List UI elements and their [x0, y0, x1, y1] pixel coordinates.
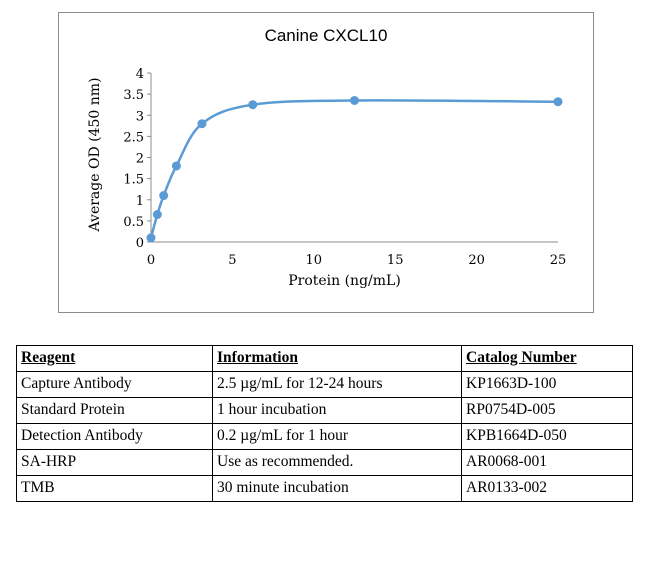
header-information: Information: [212, 345, 462, 372]
y-tick-label: 2.5: [123, 130, 144, 145]
cell-information: Use as recommended.: [212, 449, 462, 476]
table-row: Capture Antibody 2.5 µg/mL for 12-24 hou…: [16, 371, 633, 398]
cell-reagent: Detection Antibody: [16, 423, 213, 450]
cell-catalog-number: AR0068-001: [461, 449, 633, 476]
cell-reagent: TMB: [16, 475, 213, 502]
cell-catalog-number: KP1663D-100: [461, 371, 633, 398]
table-row: Detection Antibody 0.2 µg/mL for 1 hour …: [16, 423, 633, 450]
x-tick-label: 5: [228, 253, 236, 268]
cell-reagent: Capture Antibody: [16, 371, 213, 398]
x-tick-label: 10: [306, 253, 323, 268]
table-row: SA-HRP Use as recommended. AR0068-001: [16, 449, 633, 476]
y-tick-label: 1.5: [123, 173, 144, 188]
y-tick-label: 0: [136, 236, 144, 251]
data-point: [248, 100, 258, 110]
cell-information: 0.2 µg/mL for 1 hour: [212, 423, 462, 450]
y-tick-label: 3: [136, 109, 144, 124]
chart-container: Canine CXCL10 0 0.5 1 1.5 2 2.5 3 3.5 4 0 5 10 15 20 2…: [58, 12, 594, 313]
table-row: TMB 30 minute incubation AR0133-002: [16, 475, 633, 502]
cell-catalog-number: RP0754D-005: [461, 397, 633, 424]
header-reagent: Reagent: [16, 345, 213, 372]
y-axis-label: Average OD (450 nm): [87, 77, 103, 232]
cell-reagent: SA-HRP: [16, 449, 213, 476]
y-tick-label: 2: [136, 152, 144, 167]
y-tick-label: 4: [136, 67, 144, 82]
header-catalog-number: Catalog Number: [461, 345, 633, 372]
table-header-row: Reagent Information Catalog Number: [16, 345, 633, 372]
data-point: [159, 191, 169, 201]
data-point: [152, 210, 162, 220]
data-point: [197, 119, 207, 129]
cell-catalog-number: KPB1664D-050: [461, 423, 633, 450]
x-tick-label: 15: [387, 253, 404, 268]
x-tick-label: 0: [147, 253, 155, 268]
x-tick-label: 25: [550, 253, 567, 268]
reagent-table: Reagent Information Catalog Number Captu…: [16, 345, 633, 502]
series-line: [149, 99, 559, 239]
data-point: [350, 95, 359, 105]
cell-information: 30 minute incubation: [212, 475, 462, 502]
y-tick-label: 3.5: [123, 88, 144, 103]
x-tick-label: 20: [468, 253, 485, 268]
y-tick-label: 0.5: [123, 215, 144, 230]
chart-title: Canine CXCL10: [264, 26, 388, 45]
x-axis-label: Protein (ng/mL): [288, 273, 401, 289]
cell-information: 1 hour incubation: [212, 397, 462, 424]
cell-catalog-number: AR0133-002: [461, 475, 633, 502]
data-point: [553, 97, 563, 107]
y-tick-label: 1: [136, 194, 144, 209]
cell-information: 2.5 µg/mL for 12-24 hours: [212, 371, 462, 398]
table-row: Standard Protein 1 hour incubation RP075…: [16, 397, 633, 424]
cell-reagent: Standard Protein: [16, 397, 213, 424]
data-point: [171, 161, 181, 171]
data-point: [146, 233, 156, 243]
chart-plot: 0 0.5 1 1.5 2 2.5 3 3.5 4 0 5 10 15 20 25 Protein (ng/m…: [87, 67, 567, 289]
